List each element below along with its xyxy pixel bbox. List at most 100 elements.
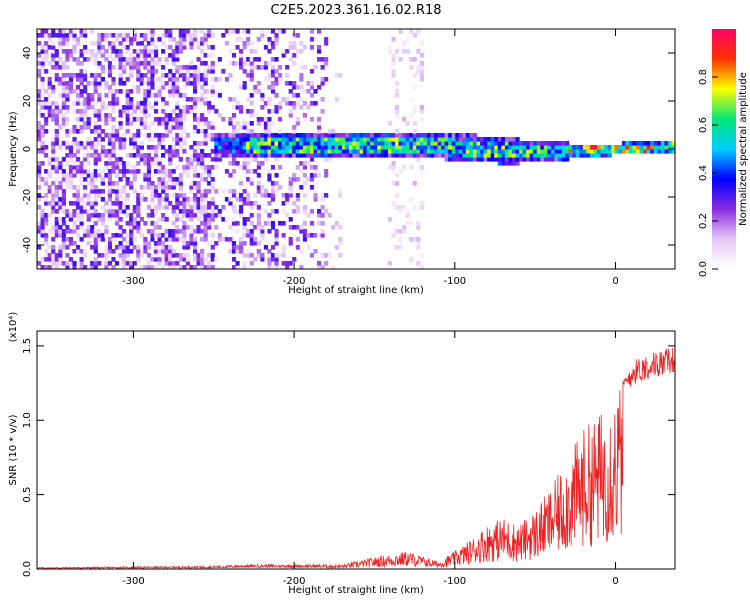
heatmap-cell [625, 145, 630, 150]
heatmap-cell [203, 189, 208, 194]
heatmap-cell [122, 141, 127, 146]
heatmap-cell [83, 185, 88, 190]
heatmap-cell [267, 261, 272, 266]
heatmap-cell [161, 213, 166, 218]
heatmap-cell [338, 149, 343, 154]
heatmap-cell [132, 85, 137, 90]
heatmap-cell [207, 221, 212, 226]
heatmap-cell [122, 65, 127, 70]
heatmap-cell [270, 189, 276, 194]
heatmap-cell [359, 149, 364, 154]
heatmap-cell [263, 45, 268, 50]
heatmap-cell [313, 149, 318, 154]
heatmap-cell [288, 153, 293, 158]
heatmap-cell [161, 121, 166, 126]
heatmap-cell [256, 161, 261, 166]
heatmap-cell [192, 33, 198, 38]
heatmap-cell [274, 41, 279, 46]
heatmap-cell [554, 149, 559, 154]
heatmap-cell [267, 201, 272, 206]
heatmap-cell [40, 213, 45, 218]
heatmap-cell [274, 145, 279, 150]
heatmap-cell [61, 205, 66, 210]
heatmap-cell [72, 249, 77, 254]
heatmap-cell [185, 257, 191, 262]
heatmap-cell [441, 153, 446, 158]
heatmap-cell [136, 149, 141, 154]
heatmap-cell [249, 213, 254, 218]
heatmap-cell [107, 173, 113, 178]
heatmap-cell [508, 157, 513, 162]
heatmap-cell [295, 145, 300, 150]
heatmap-cell [292, 137, 297, 142]
heatmap-cell [370, 149, 375, 154]
heatmap-cell [543, 153, 548, 158]
heatmap-cell [274, 81, 279, 86]
heatmap-cell [476, 141, 481, 146]
heatmap-cell [79, 101, 84, 106]
heatmap-cell [306, 149, 311, 154]
heatmap-cell [40, 149, 45, 154]
heatmap-cell [54, 161, 59, 166]
heatmap-cell [185, 161, 191, 166]
heatmap-cell [37, 177, 42, 182]
heatmap-cell [100, 77, 105, 82]
heatmap-cell [54, 137, 59, 142]
heatmap-cell [93, 157, 98, 162]
heatmap-cell [40, 77, 45, 82]
heatmap-cell [150, 257, 155, 262]
heatmap-cell [118, 201, 123, 206]
heatmap-cell [118, 245, 123, 250]
heatmap-cell [278, 29, 283, 34]
heatmap-cell [118, 253, 123, 258]
heatmap-cell [37, 133, 42, 138]
heatmap-cell [114, 97, 120, 102]
heatmap-cell [129, 89, 134, 94]
heatmap-cell [239, 85, 244, 90]
heatmap-cell [494, 141, 499, 146]
heatmap-cell [54, 133, 59, 138]
heatmap-cell [299, 225, 304, 230]
heatmap-cell [54, 233, 59, 238]
heatmap-cell [295, 33, 300, 38]
heatmap-cell [561, 153, 566, 158]
heatmap-cell [221, 69, 226, 74]
heatmap-cell [182, 37, 187, 42]
heatmap-cell [384, 145, 389, 150]
heatmap-cell [72, 261, 77, 266]
heatmap-cell [267, 49, 272, 54]
heatmap-cell [192, 73, 198, 78]
heatmap-cell [61, 241, 66, 246]
heatmap-cell [224, 145, 229, 150]
heatmap-cell [132, 221, 137, 226]
heatmap-cell [68, 209, 74, 214]
heatmap-cell [114, 181, 120, 186]
heatmap-cell [58, 217, 63, 222]
heatmap-cell [224, 133, 229, 138]
heatmap-cell [288, 237, 293, 242]
heatmap-cell [54, 117, 59, 122]
heatmap-cell [175, 149, 180, 154]
heatmap-cell [185, 213, 191, 218]
heatmap-cell [168, 185, 173, 190]
heatmap-cell [309, 85, 315, 90]
heatmap-cell [636, 145, 641, 150]
heatmap-cell [157, 121, 162, 126]
heatmap-cell [146, 29, 152, 34]
heatmap-cell [295, 209, 300, 214]
heatmap-cell [246, 133, 251, 138]
heatmap-cell [306, 89, 311, 94]
heatmap-cell [192, 181, 198, 186]
heatmap-cell [175, 81, 180, 86]
heatmap-cell [224, 137, 229, 142]
heatmap-cell [288, 89, 293, 94]
heatmap-cell [161, 245, 166, 250]
heatmap-cell [490, 149, 495, 154]
heatmap-cell [203, 53, 208, 58]
heatmap-cell [260, 145, 265, 150]
heatmap-cell [153, 97, 159, 102]
heatmap-cell [90, 73, 95, 78]
heatmap-cell [65, 33, 70, 38]
heatmap-cell [302, 149, 307, 154]
heatmap-cell [182, 265, 187, 270]
